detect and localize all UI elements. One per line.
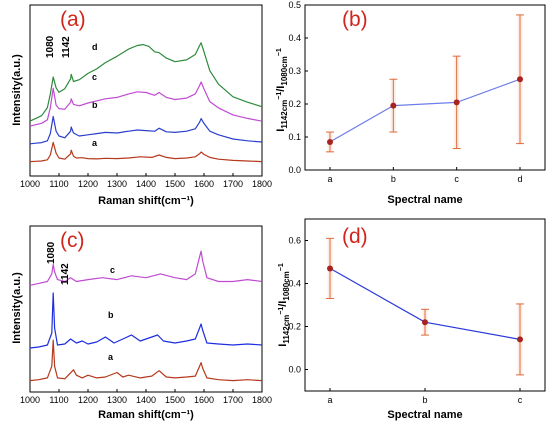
panel-d-ylabel-sub1: 1142cm: [282, 315, 291, 344]
panel-d-ylabel-mid: /I: [277, 301, 289, 307]
x-tick-label-c: c: [518, 395, 523, 405]
x-tick-label-c: c: [454, 174, 459, 184]
y-tick-label: 0.3: [288, 66, 301, 76]
x-tick-label: 1400: [136, 395, 156, 405]
x-tick-label: 1100: [49, 179, 68, 189]
y-tick-label: 0.2: [288, 99, 301, 109]
x-tick-label: 1100: [49, 395, 68, 405]
panel-a: (a) a b c d 1080 1142 1000 1100 1200 1300 1400 150…: [11, 4, 272, 207]
x-tick-label: 1700: [223, 395, 243, 405]
y-tick-label: 0.0: [288, 365, 301, 375]
peak-label-1080: 1080: [46, 241, 57, 264]
x-tick-label-b: b: [391, 174, 396, 184]
panel-b-ylabel-i: I: [275, 129, 287, 132]
panel-a-x-ticks: 1000 1100 1200 1300 1400 1500 1600 1700 1800: [20, 173, 272, 189]
data-point-c: [453, 99, 460, 106]
panel-c-x-axis-label: Raman shift(cm⁻¹): [98, 409, 194, 421]
x-tick-label: 1200: [78, 395, 98, 405]
y-tick-label: 0.5: [288, 0, 301, 10]
panel-b-y-axis-label: I1142cm−1/I1080cm−1: [275, 48, 289, 132]
data-point-b: [422, 319, 428, 326]
panel-b: (b) 0.0 0.1 0.2 0.3 0.4 0.5 a b c d Spectral name…: [275, 0, 546, 206]
series-label-b: b: [92, 100, 98, 110]
x-tick-label: 1800: [252, 179, 272, 189]
panel-d-frame: [304, 218, 546, 392]
trend-line: [329, 78, 521, 143]
panel-b-ylabel-sup1: −1: [276, 92, 283, 100]
x-tick-label-d: d: [517, 174, 522, 184]
panel-b-label: (b): [342, 8, 368, 31]
panel-a-y-axis-label: Intensity(a.u.): [11, 54, 23, 126]
data-point-a: [327, 265, 333, 272]
y-tick-label: 0.1: [288, 132, 301, 142]
x-tick-label-b: b: [422, 395, 427, 405]
data-point-b: [390, 102, 397, 109]
x-tick-label: 1600: [194, 179, 214, 189]
panel-a-label: (a): [60, 8, 86, 31]
spectrum-d: [29, 42, 263, 122]
panel-d-ylabel-sub2: 1080cm: [282, 271, 291, 300]
peak-label-1142: 1142: [60, 263, 71, 285]
panel-b-ylabel-sub1: 1142cm: [280, 100, 289, 129]
data-point-a: [327, 138, 333, 145]
y-tick-label: 0.4: [288, 279, 301, 289]
peak-label-1080: 1080: [45, 35, 56, 58]
panel-b-ylabel-sub2: 1080cm: [280, 56, 289, 85]
series-label-c: c: [110, 265, 115, 275]
series-label-c: c: [92, 72, 97, 82]
data-point-c: [517, 336, 523, 343]
spectrum-c: [29, 81, 263, 127]
panel-b-ylabel-sup2: −1: [276, 48, 283, 56]
spectrum-c: [29, 250, 263, 286]
y-tick-label: 0.0: [288, 165, 301, 175]
panel-c-y-axis-label: Intensity(a.u.): [11, 272, 23, 344]
panel-b-plot: 0.0 0.1 0.2 0.3 0.4 0.5 a b c d: [288, 0, 524, 184]
x-tick-label: 1400: [136, 179, 156, 189]
y-tick-label: 0.4: [288, 33, 301, 43]
spectrum-a: [29, 339, 263, 382]
series-label-d: d: [92, 42, 98, 52]
panel-d-x-axis-label: Spectral name: [387, 409, 462, 421]
x-tick-label: 1000: [20, 395, 40, 405]
x-tick-label-a: a: [327, 174, 332, 184]
panel-c-x-ticks: 1000 1100 1200 1300 1400 1500 1600 1700 1800: [20, 389, 272, 405]
panel-d-plot: 0.0 0.2 0.4 0.6 a b c: [288, 236, 524, 405]
series-label-a: a: [92, 138, 98, 148]
y-tick-label: 0.2: [288, 322, 301, 332]
panel-d-ylabel-sup1: −1: [278, 307, 285, 315]
data-point-d: [517, 76, 523, 83]
x-tick-label: 1300: [107, 395, 127, 405]
y-tick-label: 0.6: [288, 236, 301, 246]
series-label-b: b: [108, 310, 114, 320]
x-tick-label: 1500: [165, 395, 185, 405]
panel-a-curves: a b c d 1080 1142: [29, 35, 263, 163]
panel-a-x-axis-label: Raman shift(cm⁻¹): [98, 195, 194, 207]
panel-d: (d) 0.0 0.2 0.4 0.6 a b c Spectral name I1142c…: [277, 218, 546, 421]
x-tick-label: 1200: [78, 179, 98, 189]
panel-d-label: (d): [342, 225, 368, 248]
series-label-a: a: [108, 352, 114, 362]
panel-b-ylabel-mid: /I: [275, 86, 287, 92]
x-tick-label: 1500: [165, 179, 185, 189]
panel-d-ylabel-sup2: −1: [278, 263, 285, 271]
panel-b-x-axis-label: Spectral name: [387, 194, 462, 206]
x-tick-label: 1800: [252, 395, 272, 405]
spectrum-b: [29, 292, 263, 349]
panel-d-y-axis-label: I1142cm−1/I1080cm−1: [277, 263, 291, 347]
panel-b-frame: [304, 4, 546, 171]
panel-d-ylabel-i: I: [277, 344, 289, 347]
spectrum-b: [29, 115, 263, 145]
x-tick-label: 1000: [20, 179, 40, 189]
spectrum-a: [29, 141, 263, 163]
peak-label-1142: 1142: [61, 36, 72, 58]
x-tick-label: 1300: [107, 179, 127, 189]
panel-c-label: (c): [60, 229, 85, 252]
x-tick-label: 1700: [223, 179, 243, 189]
x-tick-label: 1600: [194, 395, 214, 405]
x-tick-label-a: a: [327, 395, 332, 405]
